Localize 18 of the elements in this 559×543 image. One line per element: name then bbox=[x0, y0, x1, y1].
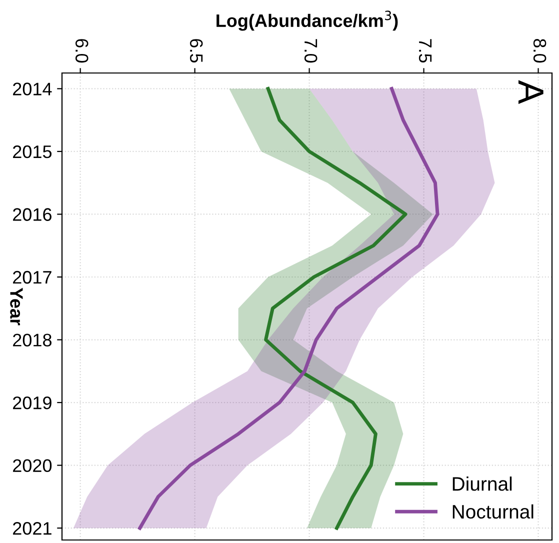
x-tick-label: 8.0 bbox=[533, 38, 546, 63]
y-axis-title: Year bbox=[10, 288, 23, 326]
x-tick-label: 7.0 bbox=[304, 39, 318, 63]
y-tick-label: 2017 bbox=[13, 270, 52, 284]
y-tick-label: 2016 bbox=[13, 208, 52, 221]
y-tick-label: 2020 bbox=[13, 459, 52, 472]
y-tick-label: 2015 bbox=[13, 145, 52, 158]
y-tick-label: 2014 bbox=[13, 82, 52, 96]
y-tick-label: 2021 bbox=[13, 522, 52, 535]
y-tick-label: 2018 bbox=[13, 334, 52, 346]
legend-label: Nocturnal bbox=[452, 504, 534, 519]
x-axis-title: Log(Abundance/km$^{3}$) bbox=[216, 10, 398, 31]
legend-label: Diurnal bbox=[452, 476, 512, 491]
x-tick-label: 6.0 bbox=[75, 39, 88, 63]
y-tick-label: 2019 bbox=[13, 396, 52, 410]
x-tick-label: 6.5 bbox=[190, 39, 203, 63]
annotation: A bbox=[518, 80, 544, 104]
x-tick-label: 7.5 bbox=[418, 39, 432, 63]
